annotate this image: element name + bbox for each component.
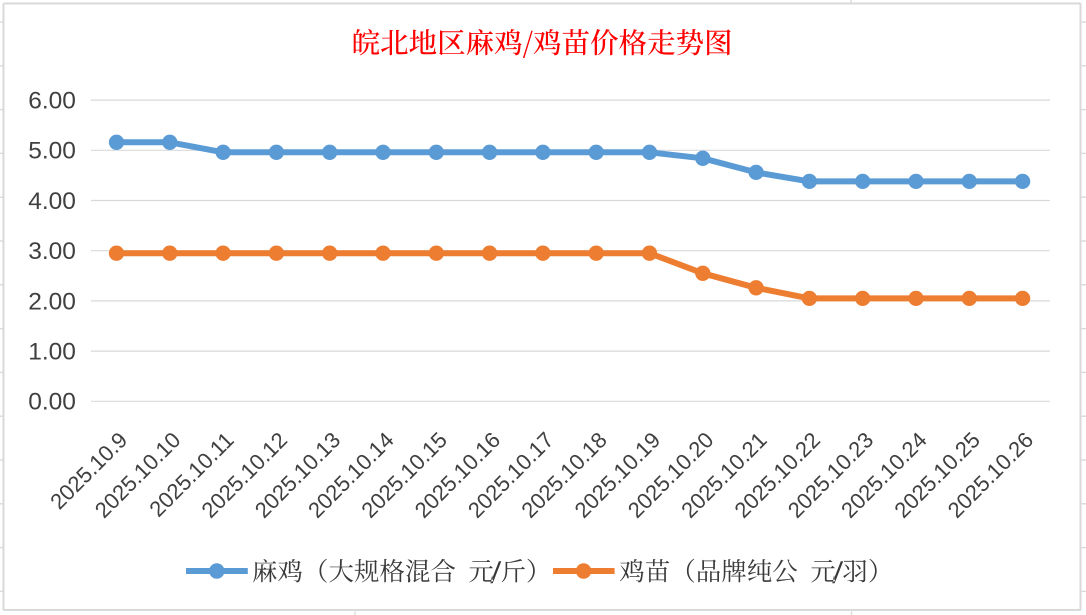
svg-text:4.00: 4.00	[28, 188, 76, 215]
svg-text:1.00: 1.00	[28, 339, 76, 366]
svg-text:3.00: 3.00	[28, 238, 76, 265]
svg-text:6.00: 6.00	[28, 88, 76, 115]
svg-text:0.00: 0.00	[28, 389, 76, 416]
svg-text:2.00: 2.00	[28, 288, 76, 315]
svg-text:5.00: 5.00	[28, 138, 76, 165]
